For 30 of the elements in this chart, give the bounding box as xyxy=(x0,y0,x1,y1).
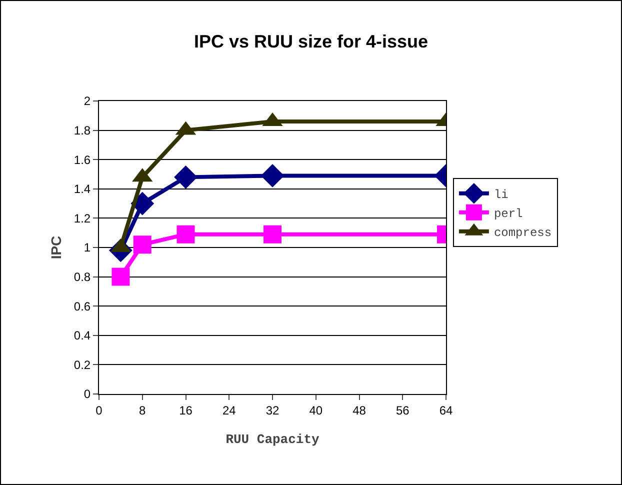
y-tick-label: 1.8 xyxy=(74,124,91,138)
point xyxy=(112,268,130,286)
x-tick-label: 24 xyxy=(222,403,236,418)
y-axis-title: IPC xyxy=(48,236,64,260)
x-tick-label: 56 xyxy=(396,403,410,418)
legend-label: perl xyxy=(494,207,523,222)
point xyxy=(133,236,152,254)
legend-label: compress xyxy=(494,226,552,240)
x-tick-label: 16 xyxy=(179,403,193,418)
y-tick-label: 1.6 xyxy=(74,152,91,167)
x-tick-label: 48 xyxy=(352,403,366,418)
y-tick-label: 0.6 xyxy=(74,299,91,314)
y-tick-label: 0.8 xyxy=(74,270,91,284)
chart-title: IPC vs RUU size for 4-issue xyxy=(194,31,428,52)
x-tick-label: 8 xyxy=(139,403,146,418)
y-tick-label: 0.2 xyxy=(74,358,91,372)
point xyxy=(176,225,195,244)
legend-label: li xyxy=(494,188,508,202)
x-tick-label: 32 xyxy=(266,403,280,418)
x-axis-title: RUU Capacity xyxy=(226,432,320,447)
y-tick-label: 1.4 xyxy=(74,182,91,196)
y-tick-label: 0.4 xyxy=(74,328,91,343)
x-tick-label: 64 xyxy=(439,403,453,418)
y-tick-label: 1.2 xyxy=(74,211,91,226)
point xyxy=(174,165,198,189)
y-tick-label: 0 xyxy=(84,387,91,402)
y-tick-label: 1 xyxy=(84,240,91,255)
y-tick-label: 2 xyxy=(84,94,91,108)
x-tick-label: 40 xyxy=(309,403,323,418)
x-tick-label: 0 xyxy=(96,403,103,418)
